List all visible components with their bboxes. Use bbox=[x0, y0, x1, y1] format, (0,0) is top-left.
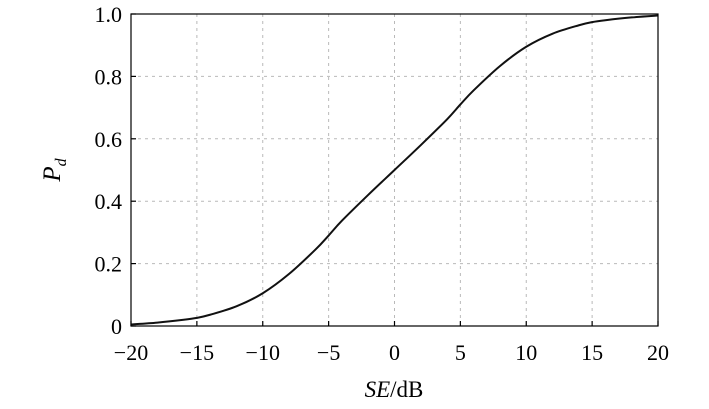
x-tick-label: 10 bbox=[515, 340, 537, 365]
y-tick-label: 0.4 bbox=[95, 189, 123, 214]
x-axis-label-italic: SE bbox=[365, 377, 391, 402]
y-tick-label: 0.2 bbox=[95, 252, 123, 277]
x-tick-label: −10 bbox=[246, 340, 280, 365]
x-tick-label: 0 bbox=[389, 340, 400, 365]
x-tick-label: 20 bbox=[647, 340, 669, 365]
y-axis-label-main: P bbox=[39, 166, 66, 182]
x-tick-label: 15 bbox=[581, 340, 603, 365]
y-axis-label: Pd bbox=[39, 157, 70, 182]
x-axis-label-unit: /dB bbox=[390, 377, 423, 402]
x-tick-label: −15 bbox=[180, 340, 214, 365]
x-tick-label: 5 bbox=[455, 340, 466, 365]
tick-layer: −20 −15 −10 −5 0 5 10 15 20 0 0.2 0.4 0.6 0.8 1.0 bbox=[95, 2, 670, 365]
curve-layer bbox=[130, 14, 659, 326]
x-tick-label: −20 bbox=[114, 340, 148, 365]
grid-layer bbox=[131, 14, 658, 326]
y-tick-label: 0 bbox=[111, 314, 122, 339]
x-tick-label: −5 bbox=[317, 340, 340, 365]
y-axis-label-sub: d bbox=[53, 157, 70, 166]
plot-frame bbox=[130, 13, 659, 327]
y-tick-label: 0.8 bbox=[95, 64, 123, 89]
y-tick-label: 1.0 bbox=[95, 2, 123, 27]
x-axis-label: SE/dB bbox=[365, 377, 424, 402]
y-tick-label: 0.6 bbox=[95, 127, 123, 152]
pd-curve bbox=[130, 14, 659, 326]
